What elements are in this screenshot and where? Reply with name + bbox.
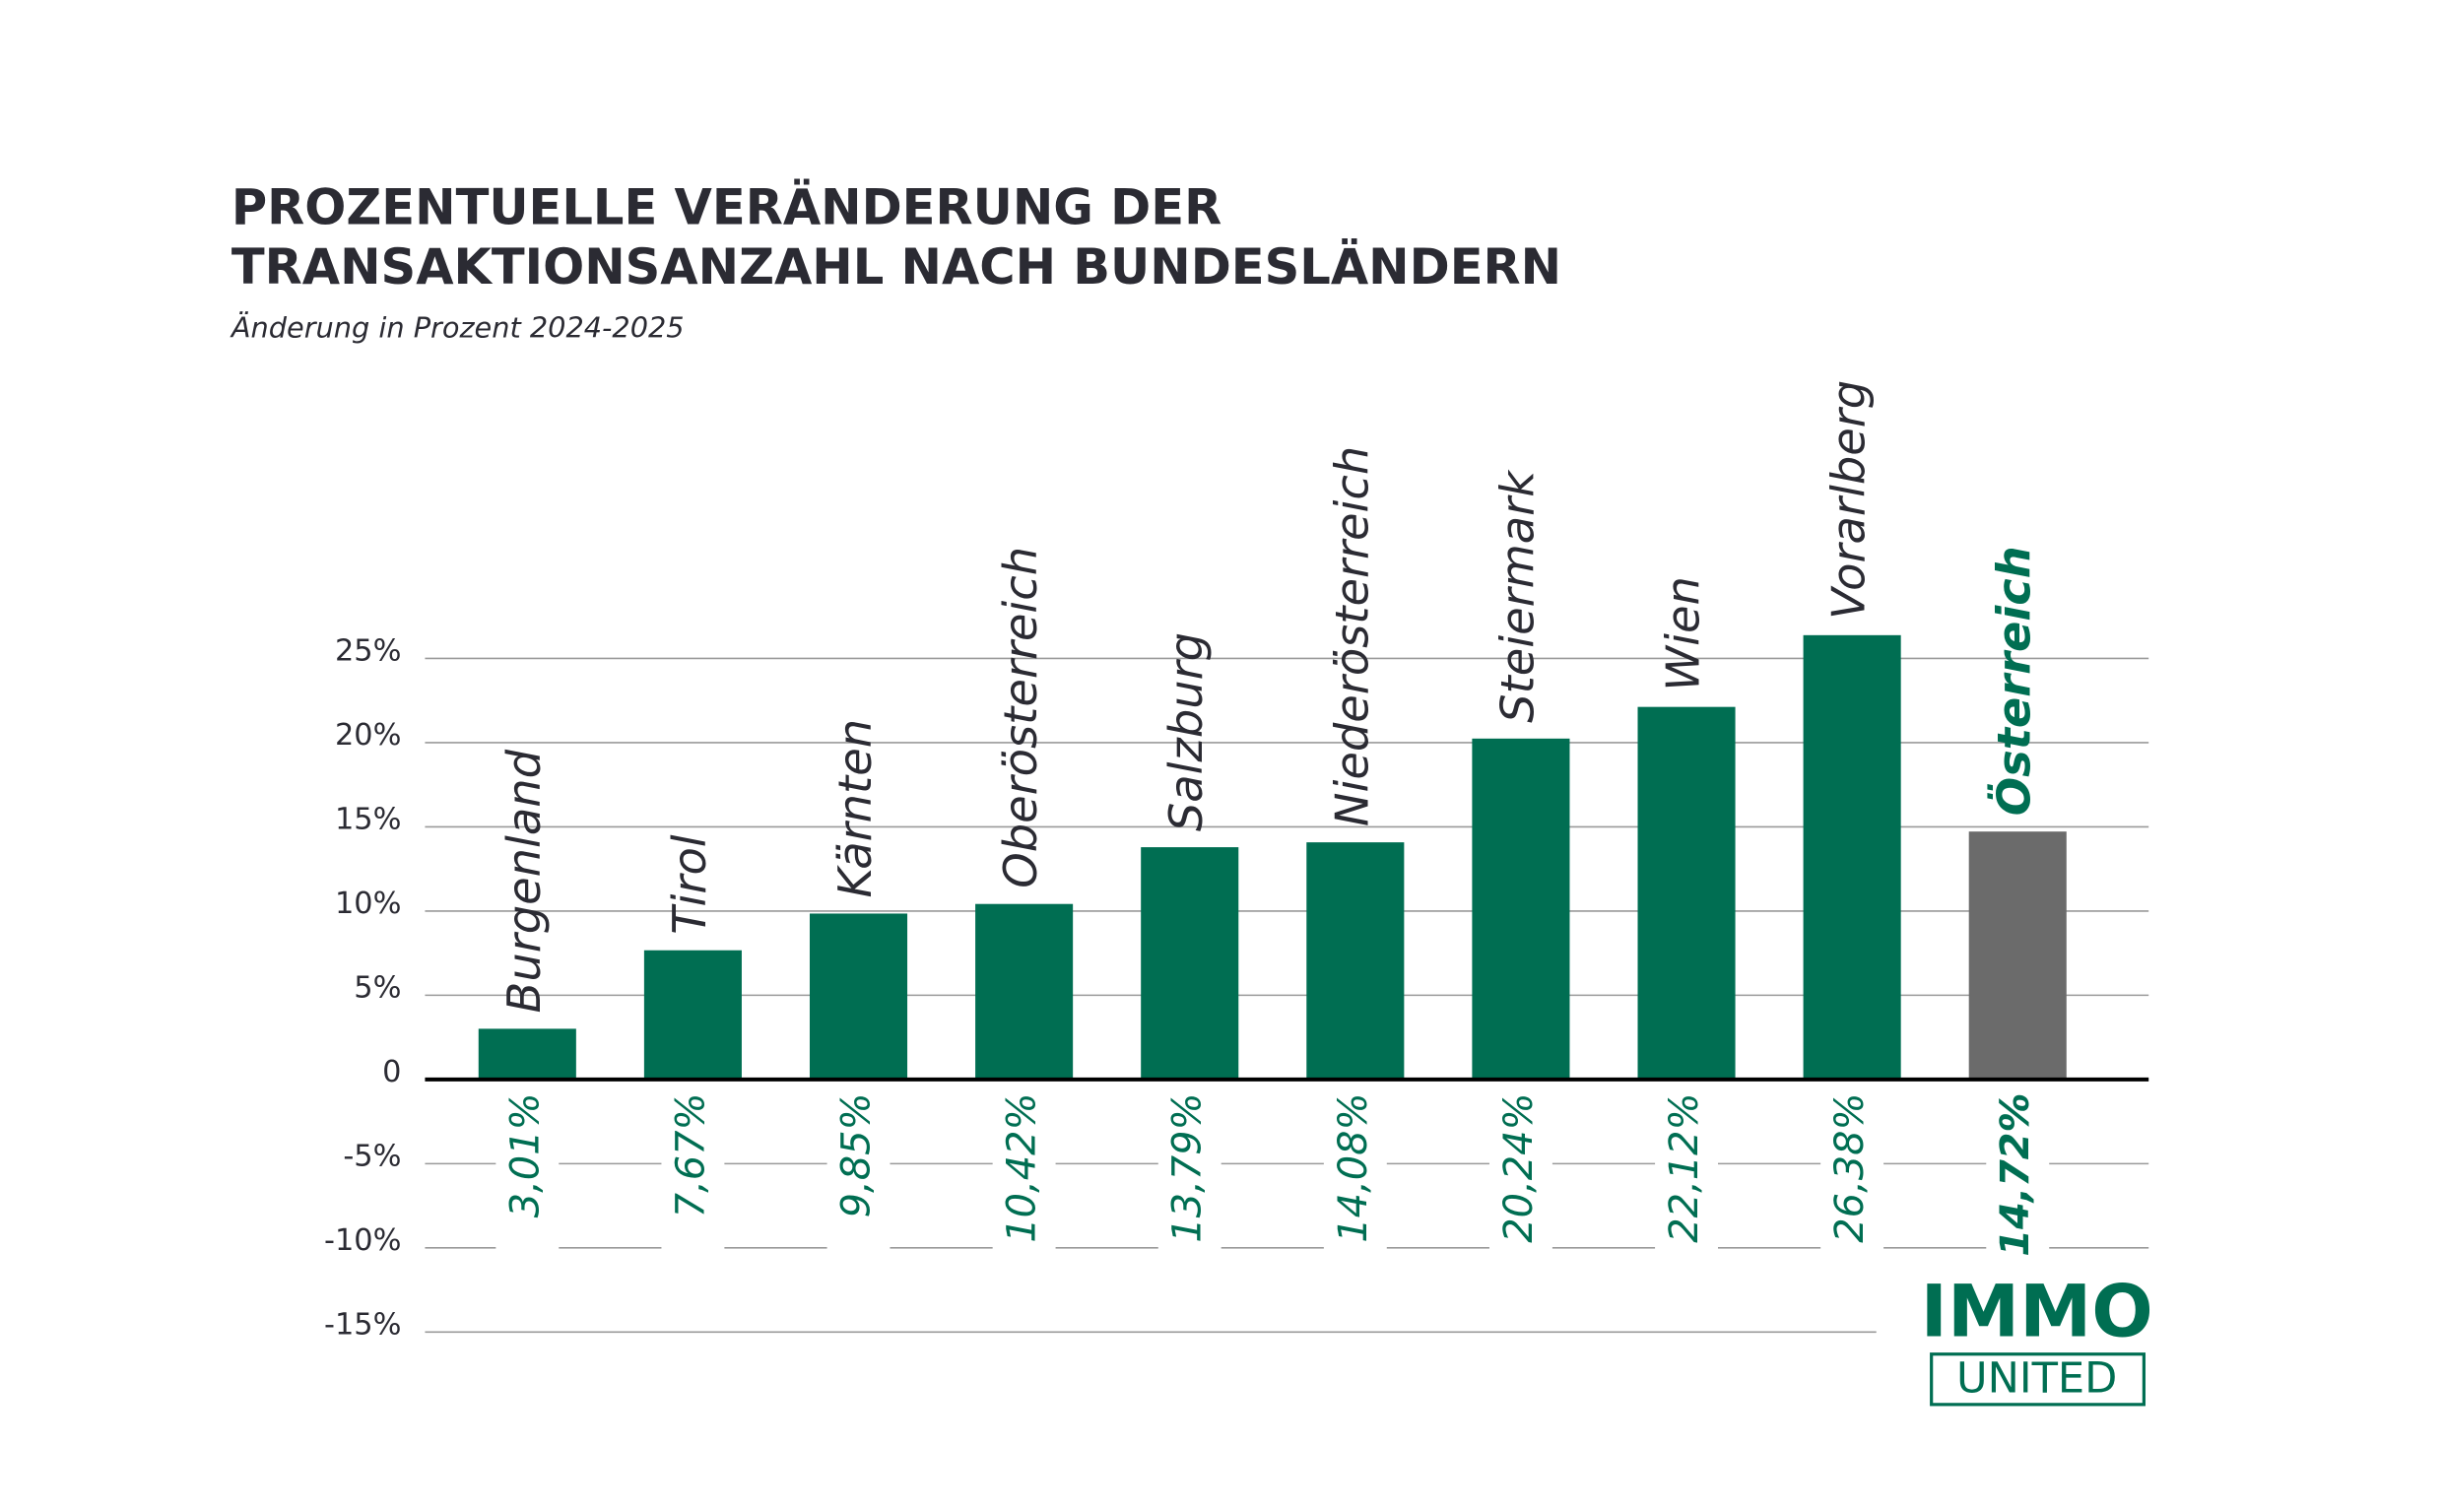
- value-label: 10,42%: [1000, 1092, 1045, 1242]
- value-label: 3,01%: [502, 1092, 548, 1217]
- y-tick-label: 10%: [335, 887, 401, 921]
- chart-subtitle: Änderung in Prozent 2024-2025: [230, 310, 685, 344]
- y-tick-label: 5%: [354, 970, 401, 1005]
- y-tick-label: 0: [382, 1055, 401, 1089]
- bar: [975, 903, 1074, 1080]
- category-label: Oberösterreich: [994, 547, 1047, 888]
- bar: [1637, 706, 1736, 1080]
- bar: [643, 950, 742, 1080]
- y-tick-label: -5%: [343, 1139, 401, 1173]
- bar: [1803, 634, 1901, 1080]
- label-gap: [1157, 1086, 1222, 1268]
- chart-title: PROZENTUELLE VERÄNDERUNG DER: [231, 177, 1222, 235]
- bar: [1306, 842, 1405, 1080]
- y-tick-label: -15%: [324, 1307, 401, 1342]
- bar: [809, 913, 908, 1080]
- bar: [1141, 847, 1239, 1080]
- value-label: 14,72%: [1993, 1092, 2038, 1256]
- value-label: 26,38%: [1827, 1092, 1873, 1242]
- category-label: Vorarlberg: [1822, 380, 1876, 620]
- category-label: Wien: [1657, 576, 1710, 691]
- bar: [478, 1028, 576, 1080]
- label-gap: [992, 1086, 1056, 1268]
- logo-bottom: UNITED: [1956, 1353, 2117, 1403]
- value-label: 9,85%: [834, 1092, 880, 1217]
- label-gap: [1323, 1086, 1387, 1268]
- label-gap: [1820, 1086, 1884, 1268]
- value-label: 13,79%: [1165, 1092, 1211, 1242]
- logo-top: IMMO: [1921, 1270, 2153, 1353]
- y-tick-label: -10%: [324, 1223, 401, 1258]
- label-gap: [1986, 1086, 2050, 1268]
- category-label: Österreich: [1988, 546, 2041, 816]
- bar: [1968, 831, 2067, 1080]
- chart-title: TRANSAKTIONSANZAHL NACH BUNDESLÄNDERN: [231, 237, 1561, 296]
- value-label: 22,12%: [1662, 1092, 1707, 1242]
- label-gap: [495, 1086, 560, 1268]
- value-label: 20,24%: [1496, 1092, 1542, 1242]
- label-gap: [1488, 1086, 1552, 1268]
- value-label: 7,67%: [668, 1092, 713, 1217]
- y-tick-label: 20%: [335, 718, 401, 753]
- category-label: Burgenland: [497, 749, 551, 1013]
- y-tick-label: 15%: [335, 803, 401, 837]
- category-label: Tirol: [663, 834, 716, 935]
- label-gap: [826, 1086, 891, 1268]
- label-gap: [1655, 1086, 1718, 1268]
- category-label: Kärnten: [828, 719, 882, 898]
- logo-frame: [1930, 1352, 2146, 1407]
- label-gap: [661, 1086, 725, 1268]
- category-label: Niederösterreich: [1325, 446, 1378, 826]
- value-label: 14,08%: [1331, 1092, 1376, 1242]
- category-label: Salzburg: [1159, 632, 1213, 831]
- category-label: Steiermark: [1490, 469, 1544, 723]
- logo: IMMO UNITED: [1921, 1270, 2153, 1407]
- bar: [1472, 738, 1570, 1080]
- y-tick-label: 25%: [335, 634, 401, 669]
